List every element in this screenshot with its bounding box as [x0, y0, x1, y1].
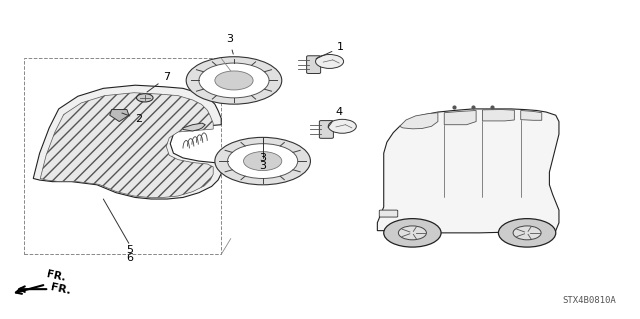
Polygon shape: [399, 113, 438, 129]
Circle shape: [316, 55, 344, 69]
Circle shape: [215, 137, 310, 185]
Text: 5: 5: [127, 245, 134, 255]
Text: FR.: FR.: [46, 270, 67, 284]
Text: STX4B0810A: STX4B0810A: [563, 296, 616, 305]
FancyBboxPatch shape: [307, 56, 321, 73]
Polygon shape: [33, 85, 221, 199]
Circle shape: [215, 71, 253, 90]
Circle shape: [513, 226, 541, 240]
FancyBboxPatch shape: [380, 210, 397, 217]
Text: 3: 3: [259, 153, 266, 163]
Text: 3: 3: [226, 34, 233, 54]
Text: 1: 1: [316, 42, 344, 59]
Polygon shape: [183, 123, 205, 131]
Circle shape: [384, 219, 441, 247]
Circle shape: [136, 94, 153, 102]
Text: 6: 6: [127, 253, 134, 263]
Circle shape: [499, 219, 556, 247]
Polygon shape: [483, 109, 515, 121]
Polygon shape: [521, 110, 541, 120]
Text: FR.: FR.: [49, 282, 71, 296]
Text: 2: 2: [122, 113, 142, 124]
Circle shape: [228, 144, 298, 178]
Circle shape: [398, 226, 426, 240]
FancyBboxPatch shape: [319, 121, 333, 138]
Circle shape: [199, 63, 269, 98]
Text: 7: 7: [147, 72, 170, 92]
Circle shape: [186, 57, 282, 104]
Polygon shape: [444, 110, 476, 125]
Circle shape: [328, 119, 356, 133]
Polygon shape: [378, 109, 559, 233]
Polygon shape: [109, 109, 129, 122]
Circle shape: [244, 152, 282, 171]
Text: 3: 3: [259, 161, 266, 171]
Text: 4: 4: [328, 107, 343, 127]
Polygon shape: [40, 93, 213, 197]
